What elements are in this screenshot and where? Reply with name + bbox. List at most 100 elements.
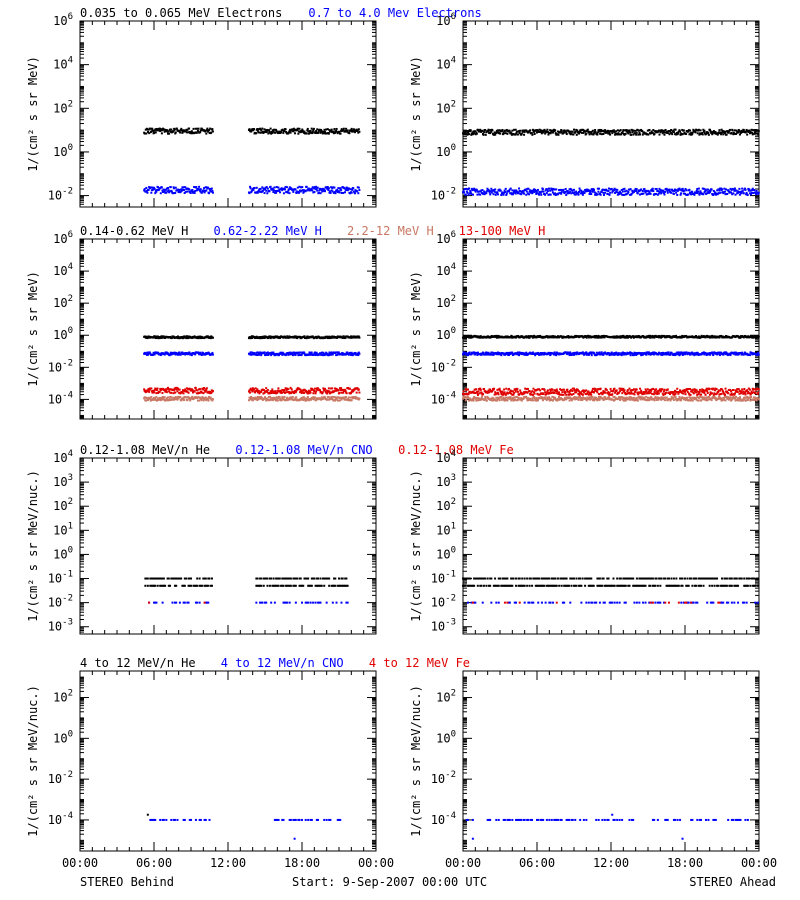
data-point: [752, 192, 755, 195]
data-point: [357, 351, 360, 354]
data-point: [641, 130, 644, 133]
data-point: [748, 132, 751, 135]
data-point: [684, 192, 686, 195]
data-point: [358, 397, 361, 400]
data-point: [346, 351, 349, 354]
data-point: [664, 352, 667, 355]
data-point: [263, 337, 266, 340]
data-point: [596, 187, 599, 190]
data-point: [350, 391, 353, 394]
data-point: [261, 127, 264, 130]
data-point: [680, 189, 683, 192]
data-point: [297, 132, 300, 135]
data-point: [600, 128, 603, 131]
data-point: [654, 130, 657, 133]
data-point: [677, 353, 680, 356]
data-point: [718, 336, 721, 339]
data-point: [333, 186, 336, 189]
data-point: [520, 193, 523, 196]
data-point: [327, 187, 330, 190]
data-point: [540, 193, 543, 196]
data-point: [561, 336, 564, 339]
data-point: [494, 133, 497, 136]
data-point: [594, 336, 597, 339]
data-point: [296, 388, 299, 391]
data-point: [697, 190, 700, 193]
data-point: [723, 130, 726, 133]
data-point: [291, 352, 294, 355]
data-point: [652, 129, 655, 132]
data-point: [337, 399, 340, 402]
data-point: [735, 132, 738, 135]
data-point: [631, 189, 634, 192]
data-point: [535, 191, 538, 194]
data-point: [672, 192, 675, 195]
data-point: [253, 187, 256, 190]
data-point: [309, 390, 312, 393]
data-point: [472, 130, 475, 133]
data-point: [312, 187, 315, 190]
data-point: [259, 396, 262, 399]
data-point: [337, 352, 340, 355]
data-point: [251, 128, 254, 131]
data-point: [163, 128, 166, 131]
data-point: [485, 192, 488, 195]
data-point: [210, 353, 213, 356]
data-point: [200, 391, 203, 394]
data-point: [623, 133, 626, 136]
data-point: [285, 190, 288, 193]
data-point: [258, 131, 261, 134]
data-point: [726, 192, 729, 195]
data-point: [596, 193, 599, 196]
data-point: [296, 337, 299, 340]
data-point: [208, 391, 211, 394]
data-point: [268, 399, 271, 402]
data-point: [279, 352, 282, 355]
data-point: [351, 130, 354, 133]
data-point: [493, 190, 496, 193]
data-point: [601, 129, 604, 132]
data-point: [312, 353, 315, 356]
data-point: [737, 131, 740, 134]
data-point: [584, 188, 587, 191]
data-point: [580, 131, 583, 134]
data-point: [683, 189, 686, 192]
data-point: [286, 391, 289, 394]
data-point: [150, 191, 153, 194]
data-point: [574, 131, 577, 134]
data-point: [258, 397, 261, 400]
data-point: [757, 130, 760, 133]
data-point: [271, 391, 274, 394]
data-point: [189, 131, 192, 134]
data-point: [730, 131, 733, 134]
data-point: [654, 187, 657, 190]
data-point: [263, 192, 266, 195]
data-point: [538, 193, 541, 196]
data-point: [629, 351, 632, 354]
data-point: [586, 190, 589, 193]
data-point: [549, 353, 552, 356]
data-point: [626, 192, 629, 195]
data-point: [211, 399, 214, 402]
data-point: [629, 354, 632, 357]
data-point: [292, 190, 295, 193]
data-point: [267, 399, 270, 402]
data-point: [307, 353, 310, 356]
data-point: [642, 335, 645, 338]
data-point: [498, 129, 501, 132]
data-point: [469, 129, 472, 132]
data-point: [198, 392, 201, 395]
data-point: [314, 396, 317, 399]
data-point: [341, 186, 344, 189]
data-point: [507, 351, 510, 354]
data-point: [597, 130, 600, 133]
data-point: [183, 129, 186, 132]
data-point: [155, 396, 158, 399]
data-point: [166, 396, 169, 399]
data-point: [693, 354, 696, 357]
data-point: [167, 189, 170, 192]
data-point: [708, 353, 711, 356]
data-point: [521, 351, 524, 354]
data-point: [275, 396, 278, 399]
data-point: [548, 193, 551, 196]
